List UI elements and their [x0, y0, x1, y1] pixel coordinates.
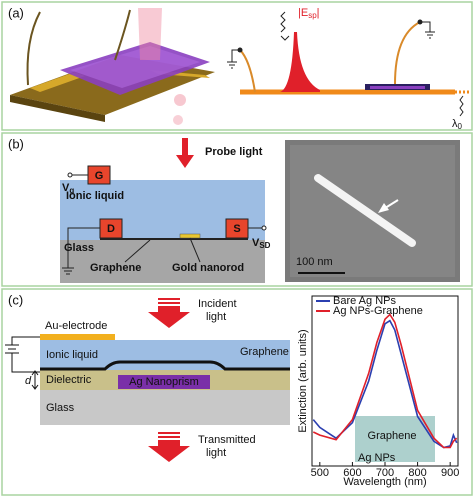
- incident-label: light: [206, 311, 226, 323]
- x-tick-label: 500: [311, 467, 329, 479]
- nanorod-label: Gold nanorod: [172, 262, 244, 274]
- thickness-arrow: [31, 370, 39, 390]
- ionic-label: Ionic liquid: [46, 349, 98, 361]
- vsd-label: VSD: [252, 237, 271, 250]
- legend-label: Ag NPs-Graphene: [333, 305, 423, 317]
- series-line: [312, 313, 458, 449]
- vg-sub: g: [69, 186, 74, 195]
- graphene-sheet: [100, 238, 248, 240]
- graphene-label: Graphene: [240, 346, 289, 358]
- nanorod: [179, 233, 201, 239]
- gate-label: G: [95, 170, 104, 182]
- wavelength-text: λ: [452, 118, 458, 130]
- pointer: [124, 237, 201, 263]
- x-tick-label: 700: [376, 467, 394, 479]
- graphene-sheet: [40, 360, 290, 371]
- sem-image: [285, 140, 460, 282]
- electrode-label: Au-electrode: [45, 320, 107, 332]
- dielectric-label: Dielectric: [46, 374, 92, 386]
- drain-label: D: [107, 223, 115, 235]
- transmitted-label: light: [206, 447, 226, 459]
- legend-label: Bare Ag NPs: [333, 295, 396, 307]
- vg-text: V: [62, 182, 70, 194]
- x-axis-label: Wavelength (nm): [343, 476, 426, 488]
- field-label: |Esp|: [298, 7, 320, 20]
- circuit: [5, 336, 40, 373]
- glass: [60, 240, 265, 283]
- glass-label: Glass: [46, 402, 75, 414]
- incident-arrow: [148, 298, 190, 328]
- field-end: |: [317, 7, 320, 19]
- field-sub: sp: [308, 11, 317, 20]
- panel-label: (b): [8, 136, 24, 151]
- ionic-liquid: [40, 340, 290, 370]
- vsd-sub: SD: [259, 241, 270, 250]
- probe-label: Probe light: [205, 146, 263, 158]
- inset-label: Ag NPs: [358, 452, 396, 464]
- panel-frame: [1, 132, 473, 287]
- nanoprism: [118, 375, 210, 389]
- panel-frame: [1, 1, 473, 131]
- wavelength-label: λ0: [452, 118, 463, 131]
- inset-label: Graphene: [368, 430, 417, 442]
- panel-label: (a): [8, 5, 24, 20]
- vg-label: Vg: [62, 182, 74, 195]
- wavelength-sub: 0: [458, 122, 463, 131]
- field-text: |E: [298, 7, 308, 19]
- device-illustration: [10, 8, 215, 125]
- source-label: S: [233, 223, 240, 235]
- ground: [62, 267, 74, 275]
- probe-arrow: [176, 138, 194, 168]
- x-tick-label: 900: [441, 467, 459, 479]
- panel-frame: [1, 288, 473, 496]
- prism-label: Ag Nanoprism: [129, 376, 199, 388]
- transmitted-arrow: [148, 432, 190, 462]
- transmitted-label: Transmitted: [198, 434, 256, 446]
- graphene-label: Graphene: [90, 262, 141, 274]
- x-tick-label: 600: [343, 467, 361, 479]
- glass-label: Glass: [64, 242, 94, 254]
- d-label: d: [25, 375, 32, 387]
- terminal: [261, 225, 267, 231]
- scale-label: 100 nm: [296, 256, 333, 268]
- terminal: [67, 172, 73, 178]
- y-axis-label: Extinction (arb. units): [297, 329, 309, 432]
- au-electrode: [40, 334, 115, 340]
- ionic-label: Ionic liquid: [66, 190, 124, 202]
- vsd-text: V: [252, 237, 260, 249]
- incident-label: Incident: [198, 298, 237, 310]
- x-tick-label: 800: [408, 467, 426, 479]
- panel-label: (c): [8, 292, 23, 307]
- glass: [40, 390, 290, 425]
- field-schematic: [227, 11, 470, 117]
- drain-wire: [67, 227, 100, 268]
